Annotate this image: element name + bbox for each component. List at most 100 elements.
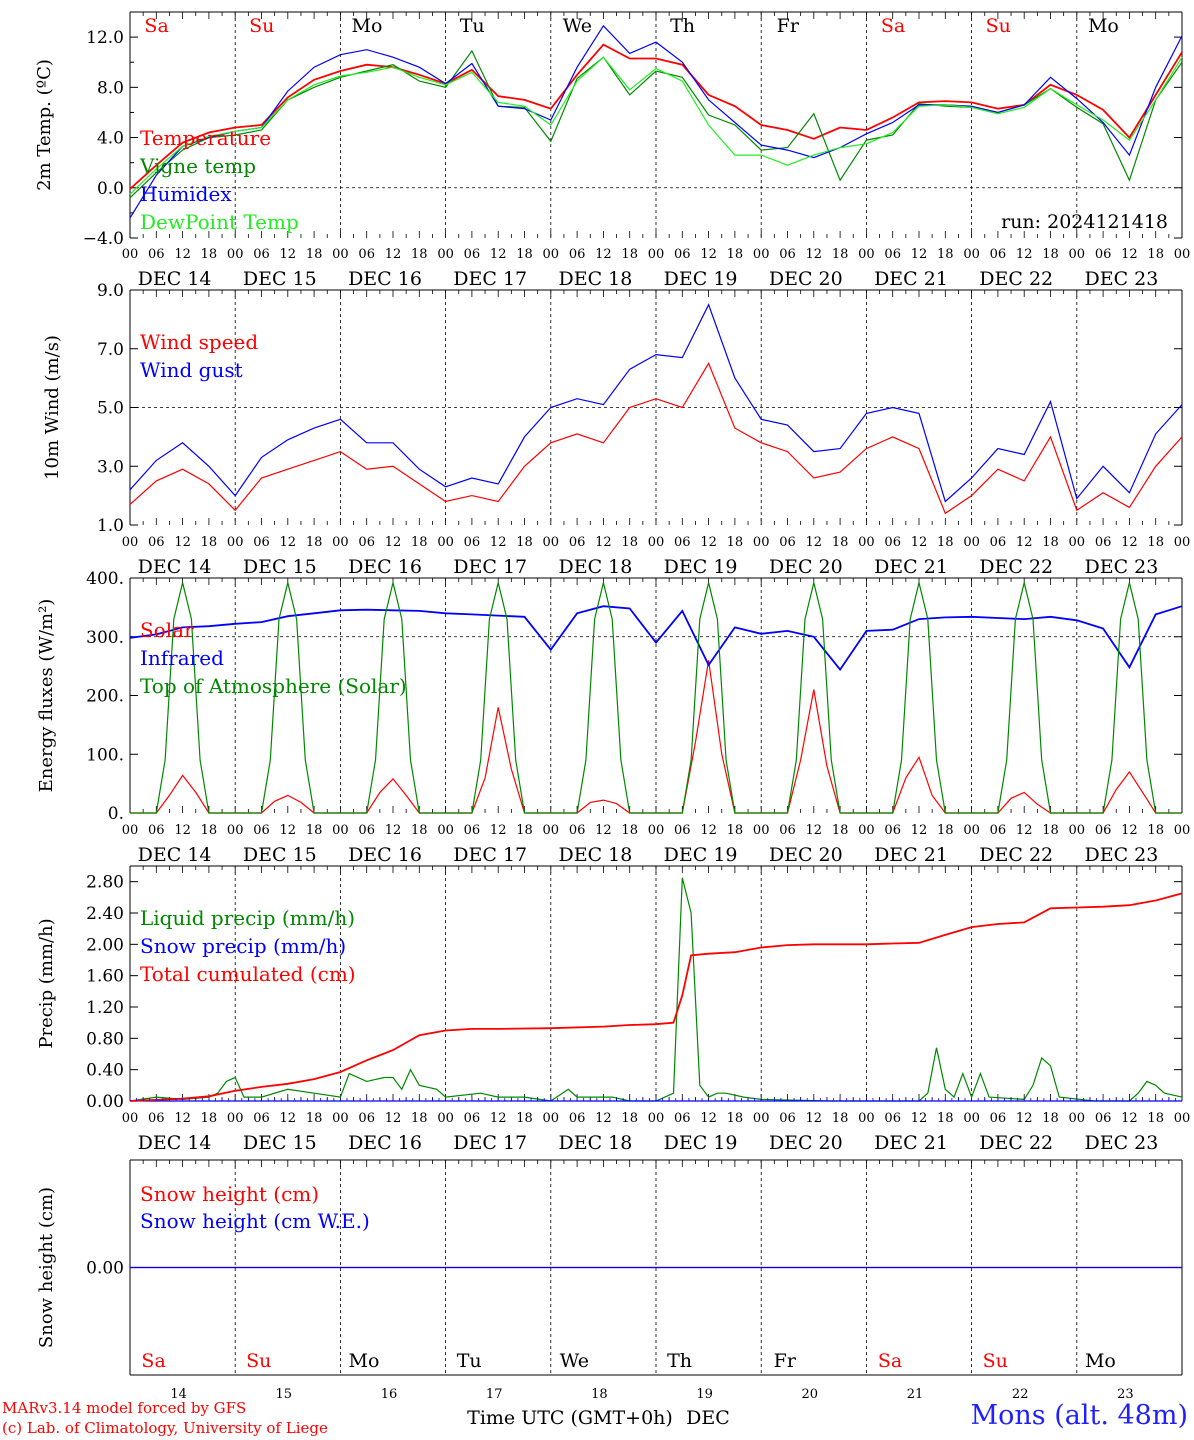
hour-tick-label: 12 xyxy=(280,535,297,550)
hour-tick-label: 06 xyxy=(148,1111,165,1126)
hour-tick-label: 06 xyxy=(358,823,375,838)
hour-tick-label: 18 xyxy=(1042,823,1059,838)
hour-tick-label: 00 xyxy=(1174,535,1191,550)
hour-tick-label: 12 xyxy=(1121,1111,1138,1126)
hour-tick-label: 06 xyxy=(253,1111,270,1126)
weekday-label: Su xyxy=(983,1350,1008,1372)
hour-tick-label: 12 xyxy=(174,535,191,550)
weekday-label: Tu xyxy=(457,1350,482,1372)
y-tick-label: 200. xyxy=(86,687,124,707)
hour-tick-label: 06 xyxy=(884,535,901,550)
hour-tick-label: 06 xyxy=(1095,247,1112,262)
day-label: DEC 21 xyxy=(874,268,948,290)
day-label: DEC 18 xyxy=(558,556,632,578)
day-label: DEC 15 xyxy=(243,268,317,290)
day-label: DEC 14 xyxy=(138,1132,212,1154)
hour-tick-label: 06 xyxy=(464,823,481,838)
panel-4: 0.00 0.40 0.80 1.20 1.60 2.00 2.40 2.80 Precip (… xyxy=(36,865,1190,1154)
y-tick-label: 8.0 xyxy=(97,78,124,98)
series-line-dewpoint-temp xyxy=(129,56,1183,195)
hour-tick-label: 00 xyxy=(648,1111,665,1126)
y-tick-label: 7.0 xyxy=(97,340,124,360)
hour-tick-label: 06 xyxy=(884,1111,901,1126)
hour-tick-label: 06 xyxy=(358,535,375,550)
hour-tick-label: 18 xyxy=(411,247,428,262)
hour-tick-label: 18 xyxy=(201,823,218,838)
x-axis-title: Time UTC (GMT+0h) xyxy=(467,1407,673,1429)
hour-tick-label: 00 xyxy=(648,823,665,838)
hour-tick-label: 00 xyxy=(332,247,349,262)
panel-1: −4.0 0.0 4.0 8.0 12.0 2m Temp. (ºC) Sa Su Mo Tu We… xyxy=(34,11,1190,290)
series-line-temperature xyxy=(129,43,1183,190)
legend-entry: Wind gust xyxy=(140,358,243,382)
x-axis-month: DEC xyxy=(686,1407,730,1429)
hour-tick-label: 12 xyxy=(700,823,717,838)
day-label: DEC 16 xyxy=(348,268,422,290)
hour-tick-label: 06 xyxy=(148,823,165,838)
hour-tick-label: 18 xyxy=(937,247,954,262)
y-tick-label: 0.0 xyxy=(97,179,124,199)
hour-tick-label: 12 xyxy=(385,1111,402,1126)
y-tick-label: 400. xyxy=(86,569,124,589)
hour-tick-label: 00 xyxy=(332,823,349,838)
hour-tick-label: 12 xyxy=(806,823,823,838)
hour-tick-label: 06 xyxy=(1095,535,1112,550)
y-tick-label: 1.60 xyxy=(86,967,124,987)
hour-tick-label: 00 xyxy=(648,535,665,550)
hour-tick-label: 18 xyxy=(727,823,744,838)
y-axis-label: Snow height (cm) xyxy=(36,1187,57,1348)
y-tick-label: 4.0 xyxy=(97,129,124,149)
day-label: DEC 22 xyxy=(979,556,1053,578)
y-tick-label: 2.00 xyxy=(86,935,124,955)
hour-tick-label: 12 xyxy=(1121,535,1138,550)
lab-credit: (c) Lab. of Climatology, University of L… xyxy=(2,1419,328,1437)
day-number-label: 22 xyxy=(1012,1387,1029,1402)
hour-tick-label: 00 xyxy=(963,1111,980,1126)
hour-tick-label: 00 xyxy=(122,1111,139,1126)
day-label: DEC 23 xyxy=(1084,1132,1158,1154)
hour-tick-label: 12 xyxy=(595,823,612,838)
day-label: DEC 22 xyxy=(979,844,1053,866)
hour-tick-label: 12 xyxy=(595,535,612,550)
weekday-label: Fr xyxy=(777,15,800,37)
day-label: DEC 17 xyxy=(453,844,527,866)
hour-tick-label: 18 xyxy=(201,535,218,550)
hour-tick-label: 12 xyxy=(1121,823,1138,838)
hour-tick-label: 00 xyxy=(437,1111,454,1126)
series-line-liquid-precip-mm-h xyxy=(129,877,1183,1102)
day-label: DEC 22 xyxy=(979,268,1053,290)
y-tick-label: 2.80 xyxy=(86,873,124,893)
hour-tick-label: 06 xyxy=(569,823,586,838)
hour-tick-label: 18 xyxy=(832,1111,849,1126)
series-line-top-of-atmosphere-solar xyxy=(130,582,1182,814)
run-label: run: 2024121418 xyxy=(1001,211,1168,233)
hour-tick-label: 00 xyxy=(1069,247,1086,262)
day-label: DEC 23 xyxy=(1084,556,1158,578)
weekday-label: Th xyxy=(670,15,695,37)
hour-tick-label: 06 xyxy=(990,823,1007,838)
y-axis-label: 2m Temp. (ºC) xyxy=(34,59,55,191)
y-tick-label: 0.00 xyxy=(86,1259,124,1279)
day-label: DEC 14 xyxy=(138,268,212,290)
hour-tick-label: 18 xyxy=(621,247,638,262)
day-label: DEC 15 xyxy=(243,556,317,578)
legend-entry: Infrared xyxy=(140,646,224,670)
hour-tick-label: 00 xyxy=(122,823,139,838)
y-tick-label: 5.0 xyxy=(97,399,124,419)
day-number-label: 19 xyxy=(696,1387,713,1402)
day-number-label: 18 xyxy=(591,1387,608,1402)
weekday-label: Fr xyxy=(774,1350,797,1372)
weekday-label: Sa xyxy=(878,1350,902,1372)
hour-tick-label: 12 xyxy=(174,1111,191,1126)
hour-tick-label: 12 xyxy=(1016,1111,1033,1126)
hour-tick-label: 06 xyxy=(779,1111,796,1126)
hour-tick-label: 06 xyxy=(779,247,796,262)
hour-tick-label: 00 xyxy=(753,535,770,550)
hour-tick-label: 18 xyxy=(306,1111,323,1126)
hour-tick-label: 18 xyxy=(516,1111,533,1126)
hour-tick-label: 12 xyxy=(700,535,717,550)
series-line-wind-gust xyxy=(129,303,1183,503)
day-number-label: 14 xyxy=(170,1387,187,1402)
hour-tick-label: 12 xyxy=(490,535,507,550)
